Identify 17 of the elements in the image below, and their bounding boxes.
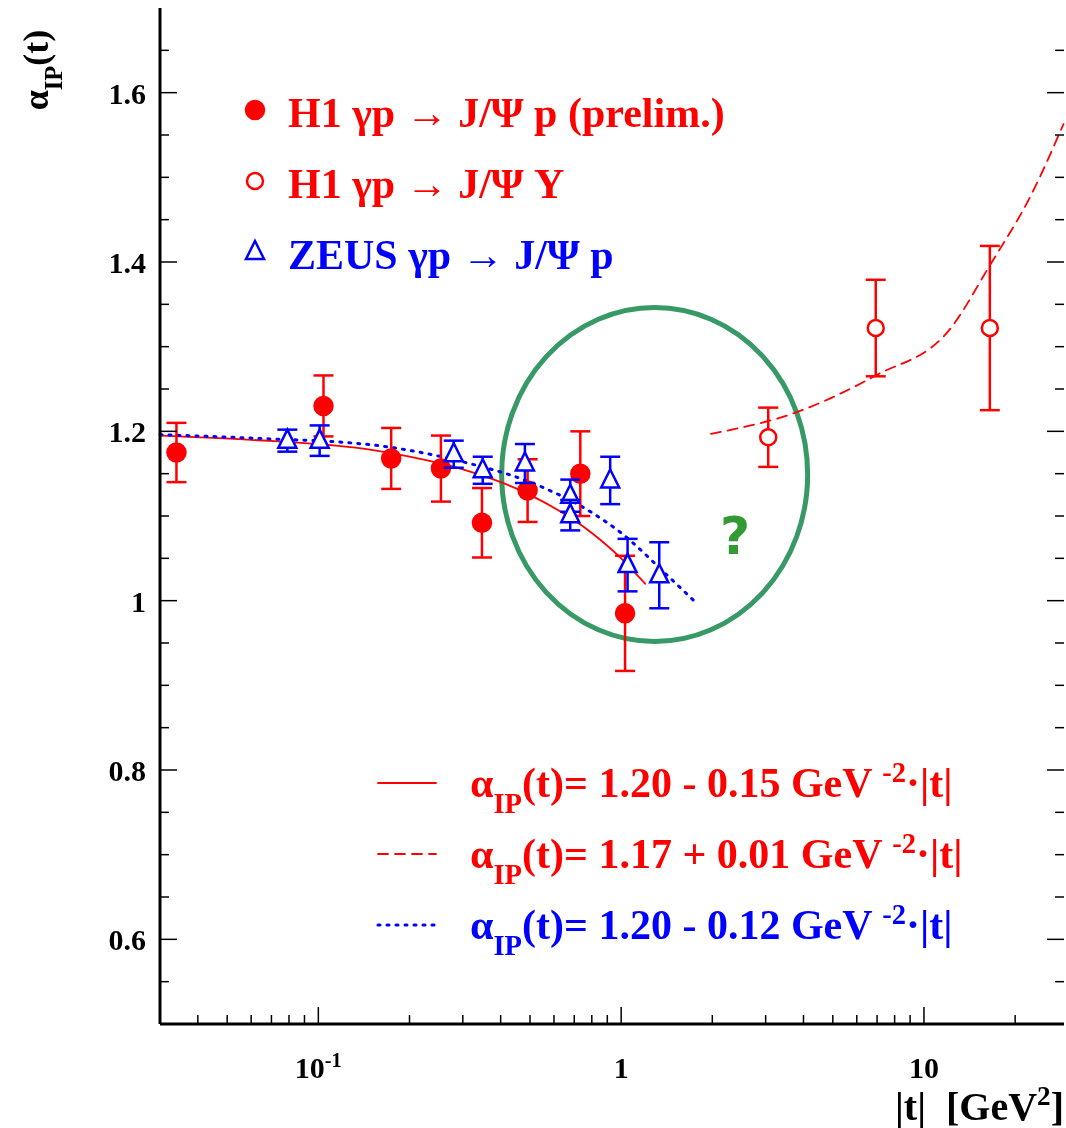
y-tick-label: 1 — [131, 584, 146, 618]
x-tick-label: 10 — [908, 1051, 939, 1084]
legend-label: α$_{IP}$(t)= 1.20 - 0.12 GeV $^{-2}$·|t| — [470, 898, 953, 961]
x-tick-label: 1 — [613, 1051, 629, 1084]
legend-label: α$_{IP}$(t)= 1.20 - 0.15 GeV $^{-2}$·|t| — [470, 756, 953, 819]
legend-label: H1 γp → J/Ψ Y — [288, 161, 565, 207]
x-axis-title: |t| [GeV$^{2}$] — [895, 1081, 1064, 1128]
y-tick-label: 0.8 — [108, 753, 146, 787]
x-tick-label: 10$^{-1}$ — [294, 1049, 342, 1084]
legend-label: H1 γp → J/Ψ p (prelim.) — [288, 90, 725, 137]
y-tick-label: 1.4 — [108, 245, 146, 279]
annotation: ? — [719, 506, 751, 566]
y-tick-label: 1.2 — [108, 414, 146, 448]
legend-label: ZEUS γp → J/Ψ p — [288, 232, 614, 278]
y-tick-label: 0.6 — [108, 922, 146, 956]
legend-label: α$_{IP}$(t)= 1.17 + 0.01 GeV $^{-2}$·|t| — [470, 827, 963, 890]
y-tick-label: 1.6 — [108, 76, 146, 110]
